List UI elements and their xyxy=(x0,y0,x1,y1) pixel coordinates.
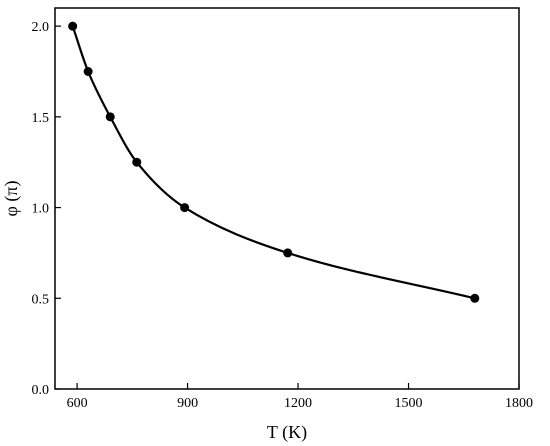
y-tick-label: 0.0 xyxy=(32,383,50,398)
data-point xyxy=(132,157,142,167)
data-point xyxy=(180,203,190,213)
y-axis-label: φ (π) xyxy=(1,181,22,217)
series-line xyxy=(71,25,476,300)
data-point xyxy=(83,67,93,76)
y-tick-label: 2.0 xyxy=(32,20,50,35)
data-point xyxy=(283,248,293,258)
x-tick-label: 900 xyxy=(177,396,198,411)
x-tick-label: 1500 xyxy=(395,396,423,411)
x-tick-label: 1200 xyxy=(284,396,312,411)
data-point xyxy=(68,21,78,31)
plot-frame xyxy=(54,7,520,390)
series-group xyxy=(68,21,480,303)
x-tick-label: 600 xyxy=(67,396,88,411)
data-point xyxy=(470,293,480,303)
x-axis-label: T (K) xyxy=(267,422,307,443)
data-point xyxy=(105,112,115,122)
y-tick-label: 1.5 xyxy=(32,111,50,126)
x-tick-label: 1800 xyxy=(505,396,533,411)
y-tick-label: 0.5 xyxy=(32,292,50,307)
axes: 600 900 1200 1500 1800 0.0 0.5 1.0 1.5 2.0 xyxy=(32,7,533,411)
y-tick-label: 1.0 xyxy=(32,202,50,217)
